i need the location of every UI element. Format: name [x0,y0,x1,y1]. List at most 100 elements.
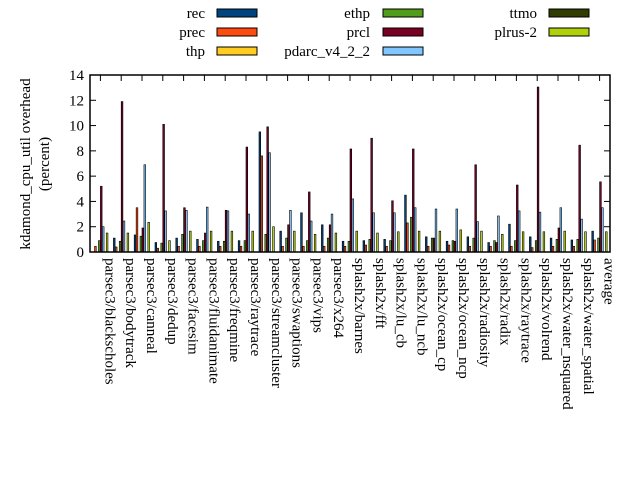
bar-pdarc_v4_2_2-4 [185,209,188,253]
bar-pdarc_v4_2_2-2 [143,164,146,253]
bar-pdarc_v4_2_2-3 [164,210,167,253]
bar-ethp-12 [347,240,351,253]
legend-swatch [216,27,258,37]
legend-label: thp [186,44,205,60]
bar-plrus-2-6 [230,230,234,253]
bar-ethp-3 [160,242,163,253]
bar-prcl-6 [224,209,228,253]
bar-rec-6 [217,240,220,253]
bar-prec-12 [343,246,347,253]
x-tick-label: parsec3/canneal [143,258,159,354]
bar-ethp-19 [493,240,496,253]
bar-rec-5 [196,239,199,253]
bar-plrus-2-11 [334,232,338,253]
bar-pdarc_v4_2_2-19 [497,215,500,253]
bar-prcl-20 [516,184,519,253]
bar-pdarc_v4_2_2-0 [102,226,105,253]
legend-label: ttmo [509,6,537,22]
x-tick-label: parsec3/streamcluster [268,258,284,388]
bar-prcl-17 [453,240,457,253]
legend-swatch [548,8,590,18]
y-axis-label-line2: (percent) [37,137,53,191]
legend-label: prec [179,25,205,41]
bar-prcl-23 [578,144,581,253]
bar-ethp-23 [576,239,579,253]
bar-prcl-24 [599,181,602,253]
x-tick-label: splash2x/ocean_ncp [455,258,471,379]
x-tick-label: parsec3/x264 [330,258,346,338]
bar-prec-19 [489,246,492,253]
bar-pdarc_v4_2_2-21 [538,211,542,253]
bar-prec-0 [94,246,97,253]
bar-rec-12 [341,240,345,253]
bar-plrus-2-5 [209,230,213,253]
y-tick-label: 0 [77,245,85,261]
bar-rec-24 [591,230,594,253]
x-tick-label: parsec3/blackscholes [101,258,117,385]
bar-prec-6 [219,246,222,253]
bar-prec-2 [135,207,139,253]
x-tick-label: parsec3/freqmine [226,258,242,362]
bar-rec-2 [133,234,137,253]
bar-pdarc_v4_2_2-1 [122,220,126,253]
bar-ethp-16 [430,237,434,253]
bars [94,86,608,253]
x-tick-label: splash2x/radiosity [476,258,492,368]
x-axis: parsec3/blackscholes parsec3/bodytrack par… [99,75,617,410]
bar-plrus-2-12 [355,230,358,253]
bar-prcl-5 [204,232,207,253]
legend-label: plrus-2 [495,25,538,41]
bar-prec-16 [427,246,430,253]
x-tick-label: parsec3/raytrace [247,258,263,357]
bar-plrus-2-10 [313,234,317,253]
bar-plrus-2-21 [542,231,546,253]
bar-plrus-2-8 [272,226,275,253]
bar-prec-1 [115,246,118,253]
bar-prcl-9 [287,224,290,253]
bar-prec-15 [406,222,409,253]
bar-ethp-11 [326,237,330,253]
bar-prcl-8 [266,126,269,253]
bar-rec-8 [258,131,262,253]
legend: rec prec thp ethp prcl pdarc_v4_2_2 ttmo plrus-… [179,6,590,60]
bar-prec-9 [281,246,284,253]
bar-prec-24 [593,239,596,253]
bar-plrus-2-0 [105,232,109,253]
bar-prcl-18 [474,164,477,253]
bar-plrus-2-13 [376,232,379,253]
x-tick-label: splash2x/ocean_cp [434,258,450,371]
bar-prec-5 [198,246,201,253]
bar-pdarc_v4_2_2-12 [351,198,354,253]
bar-rec-19 [487,242,490,253]
bar-rec-16 [425,236,428,253]
x-tick-label: splash2x/raytrace [517,258,533,363]
bar-plrus-2-2 [147,221,150,253]
bar-plrus-2-23 [584,231,587,253]
bar-prcl-13 [370,137,373,253]
bar-rec-23 [570,239,574,253]
bar-rec-21 [529,236,532,253]
bar-prec-20 [510,246,513,253]
bar-plrus-2-9 [293,230,296,253]
y-tick-label: 14 [69,68,85,84]
bar-pdarc_v4_2_2-15 [414,207,417,253]
x-tick-label: average [601,258,617,305]
bar-pdarc_v4_2_2-11 [330,213,334,253]
bar-prcl-12 [349,148,353,253]
bar-pdarc_v4_2_2-20 [518,210,521,253]
bar-plrus-2-4 [189,230,192,253]
legend-swatch [382,27,424,37]
x-tick-label: parsec3/dedup [164,258,180,345]
bar-prcl-1 [120,101,124,253]
bar-prcl-11 [328,224,332,253]
bar-plrus-2-24 [605,231,608,253]
bar-prec-8 [260,155,263,253]
bar-rec-18 [466,236,470,253]
x-tick-label: splash2x/barnes [351,258,367,354]
bar-ethp-17 [451,240,455,253]
bar-ethp-2 [139,235,143,253]
bar-pdarc_v4_2_2-22 [559,207,562,253]
legend-label: ethp [344,6,370,22]
bar-prcl-0 [100,185,103,253]
